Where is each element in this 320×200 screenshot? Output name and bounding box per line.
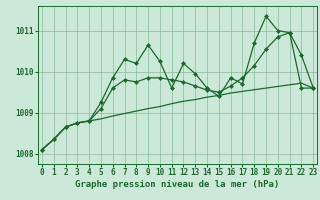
X-axis label: Graphe pression niveau de la mer (hPa): Graphe pression niveau de la mer (hPa) — [76, 180, 280, 189]
